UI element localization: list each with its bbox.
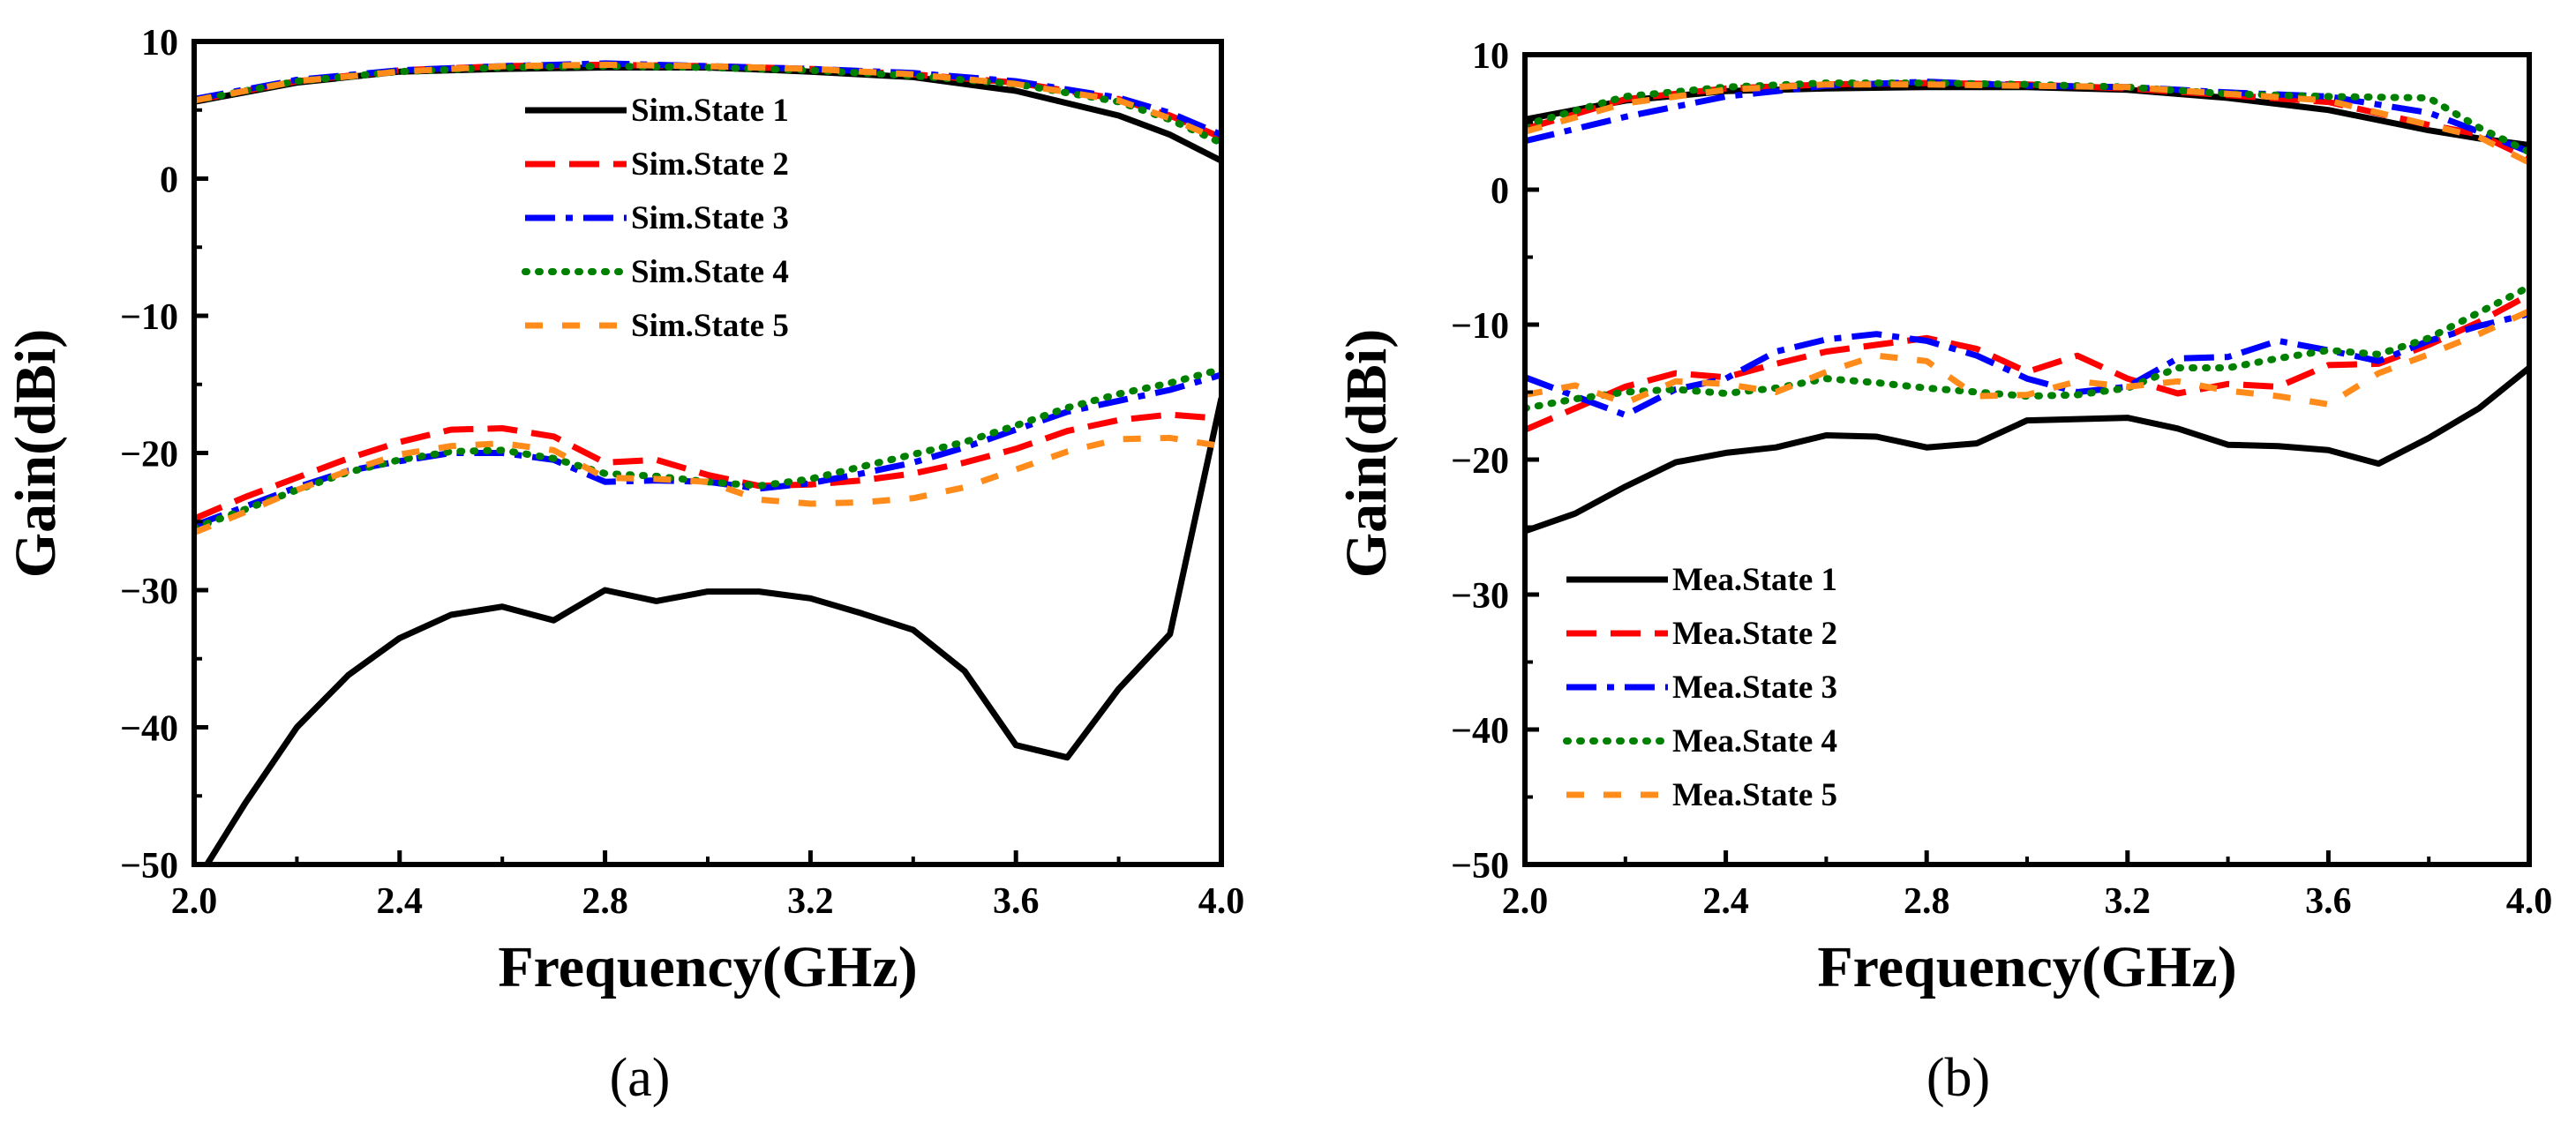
y-tick-label: −10 xyxy=(120,297,178,338)
y-tick-label: 10 xyxy=(1472,36,1509,77)
x-tick-label: 3.2 xyxy=(2105,881,2152,922)
series-line-sim-state-1-0 xyxy=(203,397,1221,864)
legend-label: Mea.State 1 xyxy=(1672,562,1837,598)
y-tick-label: −30 xyxy=(1451,576,1509,617)
legend-label: Sim.State 5 xyxy=(631,308,789,344)
y-tick-label: −10 xyxy=(1451,306,1509,347)
series-line-mea-state-1-0 xyxy=(1525,365,2529,535)
y-tick-label: 0 xyxy=(1491,171,1509,212)
series-line-sim-state-2-1 xyxy=(194,411,1221,522)
panel-label: (a) xyxy=(610,1048,671,1108)
x-tick-label: 2.8 xyxy=(582,881,628,922)
x-tick-label: 2.0 xyxy=(1502,881,1549,922)
series-line-sim-state-5-4 xyxy=(194,434,1221,535)
chart-panel-b: 2.0 2.4 2.8 3.2 3.6 4.0 10 0 −10 −20 −30 −40 −50 Freq… xyxy=(1334,36,2552,1108)
legend-label: Sim.State 1 xyxy=(631,93,789,129)
x-axis-title: Frequency(GHz) xyxy=(498,935,917,999)
chart-panel-a: 2.0 2.4 2.8 3.2 3.6 4.0 10 0 −10 −20 −30 −40 −50 Freq… xyxy=(4,23,1244,1108)
x-tick-label: 2.4 xyxy=(1702,881,1749,922)
legend-label: Mea.State 3 xyxy=(1672,670,1837,706)
y-tick-label: −40 xyxy=(1451,711,1509,752)
y-tick-label: −20 xyxy=(1451,441,1509,482)
y-tick-label: −20 xyxy=(120,435,178,475)
x-tick-label: 3.2 xyxy=(787,881,834,922)
panel-label: (b) xyxy=(1926,1048,1990,1108)
series-line-sim-state-5-9 xyxy=(194,61,1221,144)
legend-label: Mea.State 4 xyxy=(1672,723,1837,760)
series-line-mea-state-3-7 xyxy=(1525,79,2529,155)
series-group xyxy=(194,60,1221,864)
y-tick-label: −40 xyxy=(120,709,178,750)
y-tick-label: −30 xyxy=(120,572,178,612)
legend-label: Sim.State 3 xyxy=(631,200,789,236)
y-tick-label: 0 xyxy=(160,161,178,201)
x-tick-label: 2.0 xyxy=(171,881,218,922)
x-tick-label: 2.8 xyxy=(1904,881,1950,922)
series-group xyxy=(1525,79,2529,535)
y-tick-label: 10 xyxy=(141,23,178,64)
x-tick-label: 2.4 xyxy=(377,881,424,922)
series-line-mea-state-5-4 xyxy=(1525,308,2529,408)
y-tick-label: −50 xyxy=(120,846,178,887)
legend-label: Sim.State 4 xyxy=(631,254,789,290)
y-axis-title: Gain(dBi) xyxy=(1334,329,1399,578)
legend-label: Mea.State 2 xyxy=(1672,616,1837,652)
x-tick-label: 4.0 xyxy=(2506,881,2553,922)
x-axis-title: Frequency(GHz) xyxy=(1817,935,2236,999)
series-line-mea-state-5-9 xyxy=(1525,81,2529,166)
series-line-mea-state-3-2 xyxy=(1525,311,2529,418)
series-line-mea-state-2-1 xyxy=(1525,292,2529,433)
legend-label: Sim.State 2 xyxy=(631,146,789,183)
x-tick-label: 3.6 xyxy=(993,881,1040,922)
y-axis-title: Gain(dBi) xyxy=(4,329,68,578)
x-tick-label: 4.0 xyxy=(1198,881,1245,922)
y-tick-label: −50 xyxy=(1451,846,1509,887)
legend-label: Mea.State 5 xyxy=(1672,777,1837,813)
x-tick-label: 3.6 xyxy=(2305,881,2352,922)
